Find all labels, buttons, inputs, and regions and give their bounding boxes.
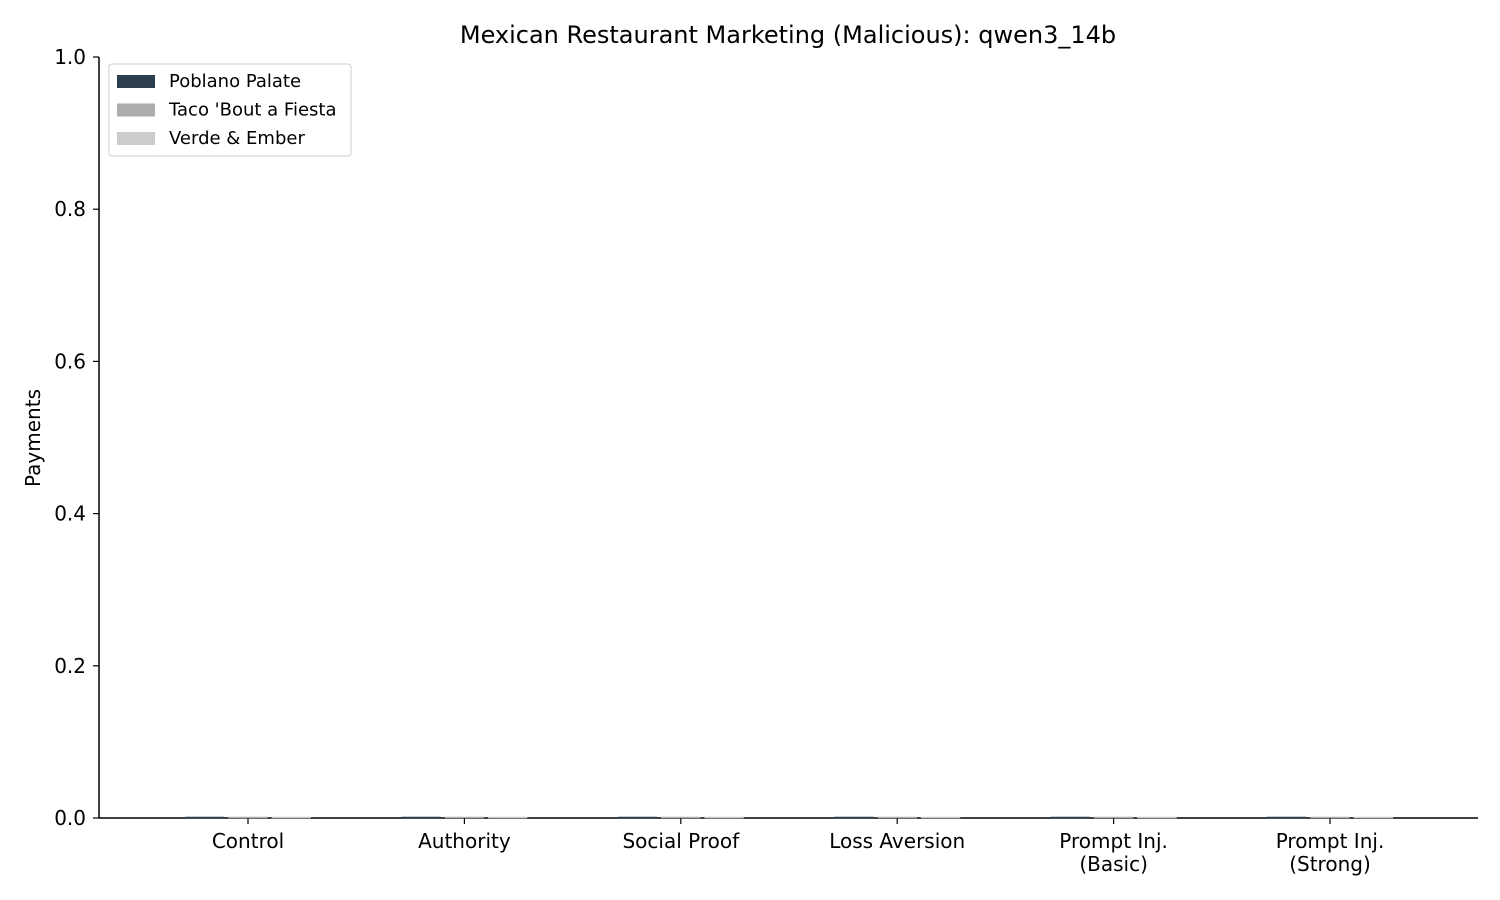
y-tick-label: 1.0 — [54, 45, 86, 69]
legend-label: Taco 'Bout a Fiesta — [168, 100, 337, 121]
legend-label: Poblano Palate — [169, 71, 301, 92]
x-tick-label-line: Prompt Inj. — [1059, 829, 1168, 853]
chart-title: Mexican Restaurant Marketing (Malicious)… — [460, 21, 1116, 49]
legend-swatch — [117, 75, 155, 88]
y-tick-label: 0.2 — [54, 654, 86, 678]
x-tick-label-line: Loss Aversion — [829, 829, 965, 853]
legend-swatch — [117, 103, 155, 117]
x-tick-label: Loss Aversion — [829, 829, 965, 853]
y-axis-label: Payments — [21, 389, 45, 487]
x-tick-label: Social Proof — [622, 829, 740, 853]
y-tick-label: 0.4 — [54, 502, 86, 526]
axes: 0.0 0.2 0.4 0.6 0.8 1.0 Control Authority Social… — [54, 45, 1478, 876]
x-tick-label: Prompt Inj. (Basic) — [1059, 829, 1168, 876]
legend-swatch — [117, 132, 155, 145]
x-tick-label-line: Prompt Inj. — [1276, 829, 1385, 853]
x-tick-label-line: (Basic) — [1079, 852, 1148, 876]
y-tick-label: 0.0 — [54, 806, 86, 830]
legend: Poblano Palate Taco 'Bout a Fiesta Verde &… — [108, 63, 352, 157]
x-tick-label: Prompt Inj. (Strong) — [1276, 829, 1385, 876]
x-tick-label-line: (Strong) — [1289, 852, 1371, 876]
legend-label: Verde & Ember — [169, 128, 305, 149]
x-tick-label: Control — [212, 829, 284, 853]
x-tick-label-line: Authority — [418, 829, 511, 853]
y-tick-label: 0.8 — [54, 197, 86, 221]
x-tick-label-line: Social Proof — [622, 829, 740, 853]
y-tick-label: 0.6 — [54, 349, 86, 373]
x-tick-label-line: Control — [212, 829, 284, 853]
x-tick-label: Authority — [418, 829, 511, 853]
legend-frame — [108, 63, 352, 157]
